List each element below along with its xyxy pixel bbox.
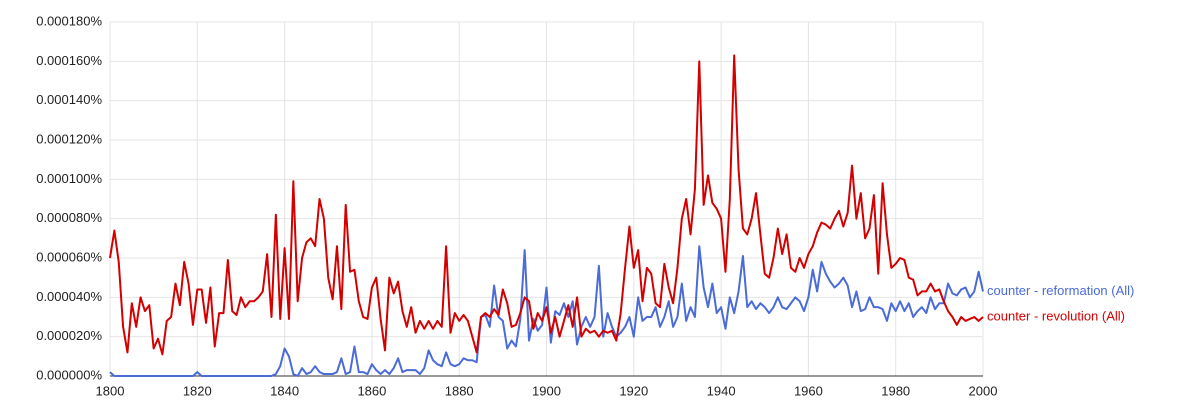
- x-tick-label: 2000: [969, 383, 998, 398]
- y-tick-label: 0.000120%: [36, 131, 102, 146]
- series-line: [109, 245, 984, 377]
- x-tick-label: 1880: [445, 383, 474, 398]
- y-tick-label: 0.000040%: [36, 289, 102, 304]
- x-tick-label: 1800: [96, 383, 125, 398]
- x-tick-label: 1920: [619, 383, 648, 398]
- y-tick-label: 0.000180%: [36, 13, 102, 28]
- legend-label: counter - revolution (All): [987, 308, 1125, 323]
- y-tick-label: 0.000100%: [36, 171, 102, 186]
- x-tick-label: 1980: [881, 383, 910, 398]
- legend-label: counter - reformation (All): [987, 283, 1134, 298]
- y-tick-label: 0.000020%: [36, 328, 102, 343]
- x-tick-label: 1840: [270, 383, 299, 398]
- x-tick-label: 1820: [183, 383, 212, 398]
- x-tick-label: 1960: [794, 383, 823, 398]
- y-tick-label: 0.000080%: [36, 210, 102, 225]
- y-tick-label: 0.000140%: [36, 92, 102, 107]
- x-tick-label: 1900: [532, 383, 561, 398]
- y-tick-label: 0.000060%: [36, 249, 102, 264]
- x-tick-label: 1940: [707, 383, 736, 398]
- series-line: [109, 54, 984, 356]
- y-tick-label: 0.000000%: [36, 367, 102, 382]
- x-tick-label: 1860: [357, 383, 386, 398]
- y-tick-label: 0.000160%: [36, 53, 102, 68]
